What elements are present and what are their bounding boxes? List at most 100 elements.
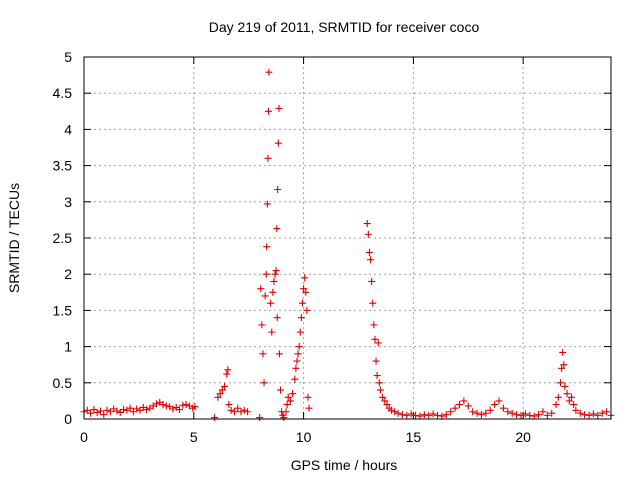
data-point	[260, 379, 268, 387]
data-point	[394, 409, 402, 417]
data-point	[425, 411, 433, 419]
data-point	[116, 408, 124, 416]
data-point	[363, 220, 371, 228]
data-point	[120, 406, 128, 414]
data-point	[403, 411, 411, 419]
y-tick-label: 1.5	[53, 302, 73, 318]
data-point	[244, 408, 252, 416]
data-point	[169, 405, 177, 413]
data-point	[289, 390, 297, 398]
data-point	[305, 404, 313, 412]
data-point	[455, 401, 463, 409]
data-point	[521, 410, 529, 418]
data-point	[262, 270, 270, 278]
data-point	[136, 406, 144, 414]
data-point	[585, 411, 593, 419]
data-point	[603, 408, 611, 416]
data-point	[429, 410, 437, 418]
y-tick-label: 0	[64, 411, 72, 427]
data-point	[270, 277, 278, 285]
data-point	[581, 411, 589, 419]
y-tick-label: 4	[64, 121, 72, 137]
data-point	[412, 411, 420, 419]
data-point	[370, 321, 378, 329]
data-point	[442, 411, 450, 419]
data-point	[554, 393, 562, 401]
data-point	[407, 410, 415, 418]
data-point	[275, 350, 283, 358]
data-point	[277, 386, 285, 394]
data-point	[113, 407, 121, 415]
data-point	[283, 401, 291, 409]
y-tick-label: 2.5	[53, 230, 73, 246]
data-point	[83, 406, 91, 414]
data-point	[387, 406, 395, 414]
data-point	[572, 406, 580, 414]
x-tick-label: 0	[80, 429, 88, 445]
data-point	[90, 406, 98, 414]
data-point	[517, 411, 525, 419]
data-point	[230, 408, 238, 416]
data-point	[87, 409, 95, 417]
data-point	[297, 314, 305, 322]
y-tick-label: 4.5	[53, 85, 73, 101]
data-point	[224, 366, 232, 374]
data-point	[274, 139, 282, 147]
data-point	[504, 408, 512, 416]
data-point	[292, 364, 300, 372]
data-point	[269, 288, 277, 296]
data-point	[383, 401, 391, 409]
data-point	[225, 401, 233, 409]
data-point	[152, 400, 160, 408]
data-point	[447, 408, 455, 416]
y-tick-label: 2	[64, 266, 72, 282]
data-point	[495, 397, 503, 405]
data-point	[381, 397, 389, 405]
data-point	[473, 409, 481, 417]
data-point	[258, 321, 266, 329]
x-axis-label: GPS time / hours	[291, 457, 398, 473]
data-point	[304, 393, 312, 401]
data-point	[216, 390, 224, 398]
data-point	[263, 200, 271, 208]
data-point	[126, 404, 134, 412]
x-tick-label: 15	[406, 429, 422, 445]
data-point	[176, 406, 184, 414]
data-point	[282, 408, 290, 416]
data-point	[273, 314, 281, 322]
data-point	[100, 411, 108, 419]
data-point	[303, 306, 311, 314]
data-point	[464, 402, 472, 410]
x-tick-label: 20	[515, 429, 531, 445]
data-point	[257, 285, 265, 293]
data-point	[179, 401, 187, 409]
data-point	[543, 411, 551, 419]
data-point	[96, 407, 104, 415]
axis-ticks	[83, 56, 611, 420]
data-point	[438, 412, 446, 420]
data-points	[80, 68, 615, 422]
data-point	[508, 409, 516, 417]
data-point	[271, 270, 279, 278]
data-point	[280, 414, 288, 422]
data-point	[237, 408, 245, 416]
data-point	[367, 256, 375, 264]
y-tick-label: 3	[64, 194, 72, 210]
data-point	[513, 411, 521, 419]
data-point	[486, 406, 494, 414]
data-point	[548, 409, 556, 417]
data-point	[293, 357, 301, 365]
x-axis-tick-labels: 0 5 10 15 20	[80, 429, 531, 445]
data-point	[191, 403, 199, 411]
data-point	[499, 404, 507, 412]
data-point	[372, 357, 380, 365]
data-point	[375, 379, 383, 387]
data-point	[298, 299, 306, 307]
data-point	[103, 406, 111, 414]
data-point	[434, 411, 442, 419]
data-point	[556, 379, 564, 387]
data-point	[286, 397, 294, 405]
data-point	[261, 292, 269, 300]
data-point	[491, 401, 499, 409]
